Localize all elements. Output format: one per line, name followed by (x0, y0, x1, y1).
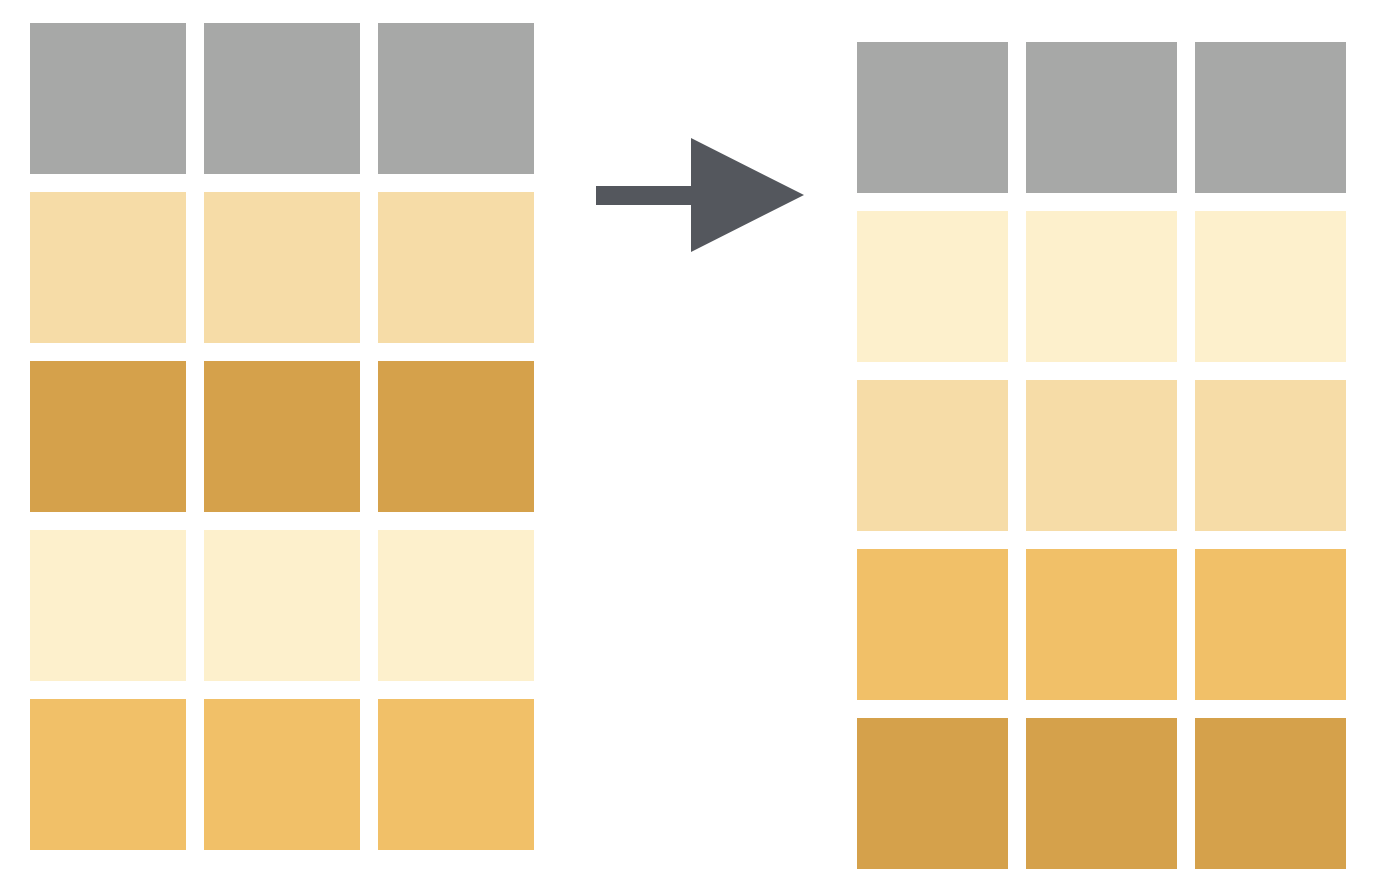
after-cell-r2-c2 (1026, 211, 1177, 362)
before-cell-r5-c3 (378, 699, 534, 850)
after-cell-r4-c1 (857, 549, 1008, 700)
right-arrow-icon (596, 138, 804, 252)
before-cell-r1-c1 (30, 23, 186, 174)
after-cell-r4-c3 (1195, 549, 1346, 700)
before-cell-r4-c1 (30, 530, 186, 681)
after-cell-r5-c1 (857, 718, 1008, 869)
after-cell-r3-c2 (1026, 380, 1177, 531)
after-cell-r4-c2 (1026, 549, 1177, 700)
before-cell-r5-c1 (30, 699, 186, 850)
before-cell-r5-c2 (204, 699, 360, 850)
before-cell-r1-c3 (378, 23, 534, 174)
before-cell-r1-c2 (204, 23, 360, 174)
arrow-shape (596, 138, 804, 252)
after-cell-r2-c1 (857, 211, 1008, 362)
grid-before-sort (30, 23, 534, 850)
before-cell-r3-c3 (378, 361, 534, 512)
after-cell-r3-c3 (1195, 380, 1346, 531)
before-cell-r3-c1 (30, 361, 186, 512)
before-cell-r2-c3 (378, 192, 534, 343)
after-cell-r5-c3 (1195, 718, 1346, 869)
after-cell-r1-c2 (1026, 42, 1177, 193)
after-cell-r2-c3 (1195, 211, 1346, 362)
after-cell-r1-c1 (857, 42, 1008, 193)
after-cell-r3-c1 (857, 380, 1008, 531)
before-cell-r4-c2 (204, 530, 360, 681)
before-cell-r3-c2 (204, 361, 360, 512)
before-cell-r4-c3 (378, 530, 534, 681)
before-cell-r2-c2 (204, 192, 360, 343)
grid-after-sort (857, 42, 1346, 869)
after-cell-r5-c2 (1026, 718, 1177, 869)
before-cell-r2-c1 (30, 192, 186, 343)
after-cell-r1-c3 (1195, 42, 1346, 193)
